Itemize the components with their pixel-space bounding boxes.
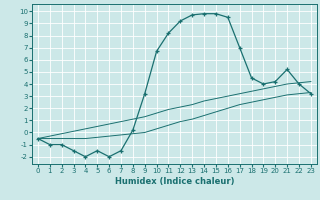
X-axis label: Humidex (Indice chaleur): Humidex (Indice chaleur) (115, 177, 234, 186)
